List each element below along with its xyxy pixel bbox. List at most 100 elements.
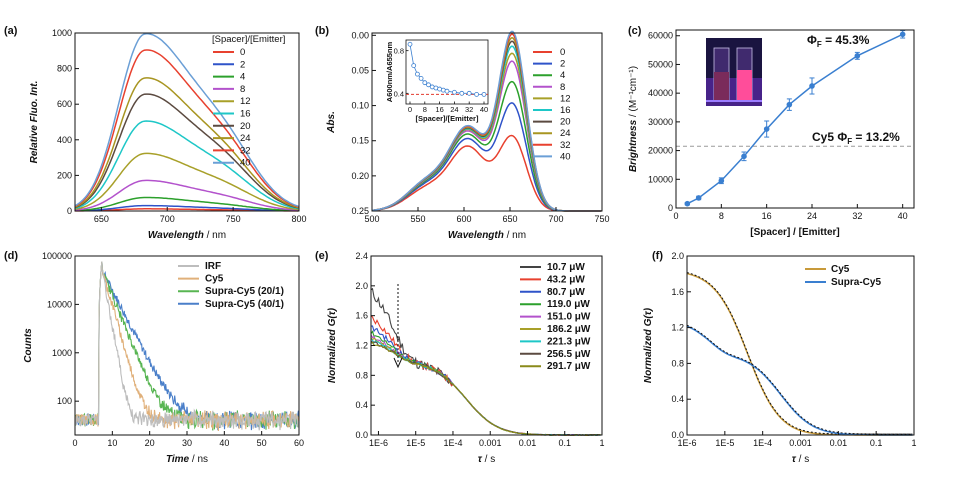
legend-label: 0 [560,47,565,58]
c-ytick-label: 30000 [648,117,673,127]
a-xtick-label: 800 [291,214,306,224]
legend-label: 32 [240,145,251,156]
annotation-cy5-quantum-yield: Cy5 ΦF = 13.2% [812,130,900,146]
legend-label: 256.5 μW [547,349,591,360]
inset-point [451,89,457,95]
legend-label: 4 [240,72,245,83]
data-point [763,126,770,132]
series-line-Cy5 [686,272,913,436]
series-line-32 [74,49,299,208]
b-xlabel-unit: / nm [504,230,526,241]
inset-xtick-label: 0 [408,105,412,114]
legend-label: 12 [240,96,251,107]
series-line-Supra-Cy5 [686,325,913,436]
panel-label-c: (c) [628,25,642,37]
inset-ytick-label: 0.8 [394,47,404,56]
legend-label: 151.0 μW [547,312,591,323]
e-xtick-label: 0.1 [558,438,571,448]
c-ytick-label: 50000 [648,59,673,69]
c-xtick-label: 40 [898,211,908,221]
inset-point [426,82,431,88]
panel-label-e: (e) [315,250,329,262]
c-xtick-label: 24 [807,211,817,221]
inset-ylabel: A600nm/A655nm [385,41,394,102]
e-xtick-label: 1E-4 [443,438,462,448]
c-ytick-label: 0 [668,203,673,213]
e-xtick-label: 0.01 [519,438,537,448]
f-ytick-label: 0.0 [671,430,684,440]
a-frame [74,32,300,212]
series-line-2 [75,204,299,212]
legend-label: 2 [240,59,245,70]
legend-label: 2 [560,59,565,70]
c-ytick-label: 10000 [648,174,673,184]
a-ytick-label: 600 [57,99,72,109]
data-point [741,153,747,160]
d-ytick-label: 10000 [47,299,72,309]
inset-xtick-label: 40 [480,105,488,114]
inset-point [418,76,424,81]
legend-label: 291.7 μW [547,361,591,372]
panel-label-a: (a) [4,25,18,37]
series-line-20 [74,93,299,209]
annotation-sub: F [847,137,852,146]
f-xtick-label: 0.1 [870,438,883,448]
data-point [854,53,861,59]
d-xtick-label: 60 [294,438,304,448]
c-ytick-label: 20000 [648,146,673,156]
d-xtick-label: 40 [219,438,229,448]
e-ytick-label: 2.0 [355,281,368,291]
e-ylabel: Normalized G(τ) [327,307,338,383]
inset-point [459,90,465,96]
legend-label: 10.7 μW [547,262,585,273]
e-ytick-label: 1.2 [355,341,368,351]
panel-label-f: (f) [652,250,663,262]
e-ytick-label: 0.8 [355,370,368,380]
inset-point [474,92,480,97]
a-xtick-label: 700 [160,214,175,224]
d-xtick-label: 50 [257,438,267,448]
legend-label: 20 [240,121,251,132]
legend-label: 16 [240,109,251,120]
e-xtick-label: 0.001 [479,438,502,448]
fit-line [686,324,913,435]
b-xtick-label: 550 [410,214,425,224]
legend-label: Supra-Cy5 (40/1) [205,299,284,310]
inset-point [414,71,420,77]
a-xlabel-unit: / nm [204,230,226,241]
d-ytick-label: 100 [57,396,72,406]
d-ytick-label: 100000 [42,251,72,261]
b-ytick-label: 0.00 [351,30,369,40]
data-point [786,101,793,108]
data-point [899,31,906,38]
inset-xtick-label: 24 [450,105,458,114]
legend-label: 40 [560,151,571,162]
a-xlabel: Wavelength / nm [148,230,226,241]
d-xtick-label: 0 [72,438,77,448]
a-ytick-label: 0 [67,206,72,216]
inset-xtick-label: 16 [435,105,443,114]
f-xtick-label: 1E-6 [677,438,696,448]
f-xtick-label: 0.01 [830,438,848,448]
legend-label: 24 [240,133,251,144]
b-ytick-label: 0.20 [351,171,369,181]
legend-label: 20 [560,117,571,128]
vial-left-liquid [714,72,729,100]
d-xtick-label: 10 [107,438,117,448]
b-ytick-label: 0.05 [351,65,369,75]
legend-label: 12 [560,93,571,104]
f-xtick-label: 1E-5 [715,438,734,448]
legend-label: 40 [240,158,251,169]
inset-ytick-label: 0.4 [394,89,404,98]
b-ylabel: Abs. [326,111,337,134]
c-ylabel-unit: / (M⁻¹cm⁻¹) [628,66,639,120]
chart-a: 650 700 750 80002004006008001000Wavelength … [29,28,307,241]
panel-label-d: (d) [4,250,18,262]
series-line-12 [74,152,299,211]
b-xtick-label: 500 [364,214,379,224]
legend-title: [Spacer]/[Emitter] [212,34,285,45]
f-xtick-label: 1E-4 [753,438,772,448]
e-ytick-label: 0.0 [355,430,368,440]
legend-label: 16 [560,105,571,116]
